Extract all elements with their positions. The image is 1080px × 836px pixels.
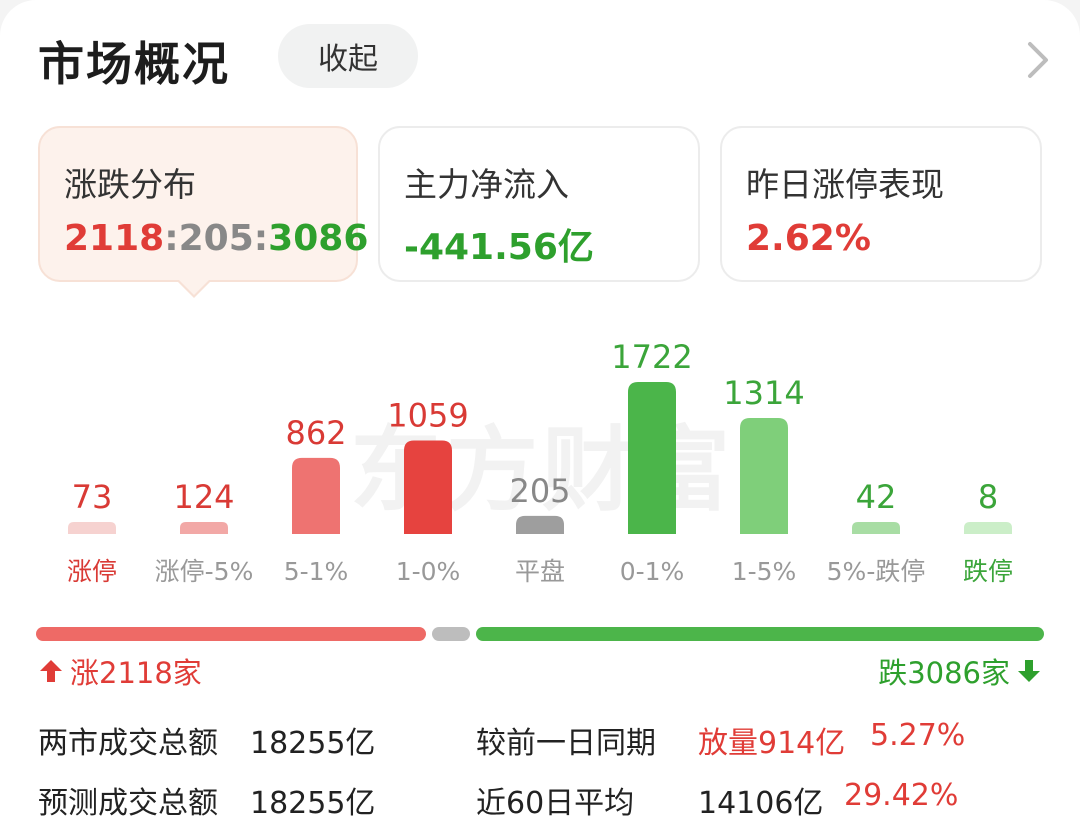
bar-value-label: 1314 xyxy=(723,374,804,412)
bar-category-label: 5%-跌停 xyxy=(827,557,926,586)
ratio-separator: : xyxy=(253,218,269,259)
tab-distribution[interactable]: 涨跌分布 2118:205:3086 xyxy=(38,126,368,282)
bar-2 xyxy=(292,457,340,534)
tab-distribution-value: 2118:205:3086 xyxy=(64,218,368,259)
bar-category-label: 0-1% xyxy=(620,557,685,586)
bar-7 xyxy=(852,522,900,534)
predicted-turnover-label: 预测成交总额 xyxy=(38,786,218,821)
up-summary-label: 涨2118家 xyxy=(70,656,202,690)
bar-value-label: 205 xyxy=(509,472,570,510)
bar-value-label: 1722 xyxy=(611,338,692,376)
bar-6 xyxy=(740,418,788,534)
up-summary: 涨2118家 xyxy=(38,650,202,692)
arrow-up-icon xyxy=(40,660,62,682)
bar-8 xyxy=(964,522,1012,534)
compare-prev-day-pct: 5.27% xyxy=(870,718,966,753)
compare-prev-day-value: 放量914亿 xyxy=(698,726,846,761)
flat-ratio-bar xyxy=(432,627,470,641)
arrow-down-icon xyxy=(1018,660,1040,682)
predicted-turnover-value: 18255亿 xyxy=(250,786,376,821)
tab-main-inflow-label: 主力净流入 xyxy=(404,165,569,204)
avg-60-day-value: 14106亿 xyxy=(698,786,824,821)
collapse-button[interactable]: 收起 xyxy=(278,24,418,88)
bar-value-label: 1059 xyxy=(387,397,468,435)
up-count-value: 2118 xyxy=(64,218,165,259)
bar-value-label: 862 xyxy=(285,414,346,452)
active-tab-pointer-fill xyxy=(178,279,210,295)
turnover-total-label: 两市成交总额 xyxy=(38,726,218,761)
bar-category-label: 涨停 xyxy=(67,557,117,586)
down-count-value: 3086 xyxy=(268,218,369,259)
tab-main-inflow[interactable]: 主力净流入 -441.56亿 xyxy=(378,126,700,282)
bar-5 xyxy=(628,382,676,534)
avg-60-day-pct: 29.42% xyxy=(844,778,959,813)
tab-limit-up-performance-label: 昨日涨停表现 xyxy=(746,165,944,204)
compare-prev-day-label: 较前一日同期 xyxy=(476,726,656,761)
bar-category-label: 涨停-5% xyxy=(155,557,254,586)
bar-value-label: 42 xyxy=(856,478,897,516)
bar-category-label: 平盘 xyxy=(515,557,565,586)
chevron-right-icon[interactable] xyxy=(1022,40,1052,80)
down-summary: 跌3086家 xyxy=(878,650,1042,692)
bar-3 xyxy=(404,440,452,534)
bar-category-label: 1-5% xyxy=(732,557,797,586)
bar-value-label: 8 xyxy=(978,478,998,516)
tab-limit-up-performance[interactable]: 昨日涨停表现 2.62% xyxy=(720,126,1042,282)
tab-limit-up-performance-value: 2.62% xyxy=(746,218,871,259)
avg-60-day-label: 近60日平均 xyxy=(476,786,635,821)
turnover-total-value: 18255亿 xyxy=(250,726,376,761)
bar-4 xyxy=(516,515,564,534)
bar-category-label: 5-1% xyxy=(284,557,349,586)
bar-value-label: 73 xyxy=(72,478,113,516)
bar-category-label: 1-0% xyxy=(396,557,461,586)
tab-main-inflow-value: -441.56亿 xyxy=(404,227,594,268)
bar-0 xyxy=(68,522,116,534)
down-summary-label: 跌3086家 xyxy=(878,656,1010,690)
page-title: 市场概况 xyxy=(38,37,230,91)
up-ratio-bar xyxy=(36,627,426,641)
tab-distribution-label: 涨跌分布 xyxy=(64,165,196,204)
down-ratio-bar xyxy=(475,627,1044,641)
bar-value-label: 124 xyxy=(173,478,234,516)
bar-1 xyxy=(180,522,228,534)
flat-count-value: 205 xyxy=(178,218,254,259)
distribution-bar-chart: 73 涨停 124 涨停-5% 862 5-1% 1059 1-0% 205 平盘 1722 0-1%… xyxy=(67,338,1013,586)
ratio-separator: : xyxy=(164,218,179,259)
bar-category-label: 跌停 xyxy=(963,557,1013,586)
